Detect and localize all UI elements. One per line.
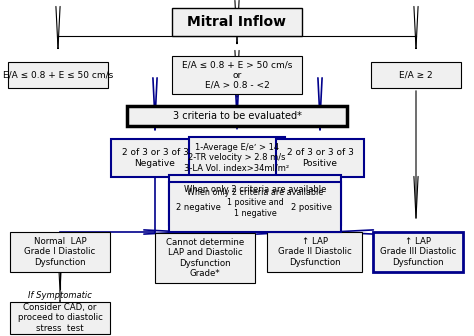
Text: When only 2 criteria are available: When only 2 criteria are available (187, 188, 323, 197)
FancyBboxPatch shape (169, 175, 341, 225)
Text: 2 positive: 2 positive (292, 204, 332, 212)
Text: 1-Average E/eʼ > 14
2-TR velocity > 2.8 m/s
3-LA Vol. index>34ml/m²: 1-Average E/eʼ > 14 2-TR velocity > 2.8 … (184, 143, 290, 173)
Text: E/A ≤ 0.8 + E ≤ 50 cm/s: E/A ≤ 0.8 + E ≤ 50 cm/s (3, 71, 113, 80)
FancyBboxPatch shape (127, 106, 347, 126)
FancyBboxPatch shape (227, 196, 283, 220)
Text: 2 of 3 or 3 of 3
Positive: 2 of 3 or 3 of 3 Positive (287, 148, 354, 168)
FancyBboxPatch shape (169, 182, 341, 232)
FancyBboxPatch shape (155, 233, 255, 283)
Text: Consider CAD, or
proceed to diastolic
stress  test: Consider CAD, or proceed to diastolic st… (18, 303, 102, 333)
FancyBboxPatch shape (172, 8, 302, 36)
FancyBboxPatch shape (284, 196, 340, 220)
Text: Normal  LAP
Grade I Diastolic
Dysfunction: Normal LAP Grade I Diastolic Dysfunction (24, 237, 96, 267)
Text: E/A ≤ 0.8 + E > 50 cm/s
or
E/A > 0.8 - <2: E/A ≤ 0.8 + E > 50 cm/s or E/A > 0.8 - <… (182, 60, 292, 90)
FancyBboxPatch shape (10, 302, 110, 334)
Text: When only 2 criteria are available: When only 2 criteria are available (184, 185, 326, 195)
FancyBboxPatch shape (10, 232, 110, 272)
Text: Mitral Inflow: Mitral Inflow (188, 15, 286, 29)
FancyBboxPatch shape (170, 196, 226, 220)
FancyBboxPatch shape (276, 139, 364, 177)
FancyBboxPatch shape (267, 232, 363, 272)
Text: 2 negative: 2 negative (175, 204, 220, 212)
Text: ↑ LAP
Grade II Diastolic
Dysfunction: ↑ LAP Grade II Diastolic Dysfunction (278, 237, 352, 267)
FancyBboxPatch shape (111, 139, 199, 177)
FancyBboxPatch shape (189, 137, 285, 179)
Text: Cannot determine
LAP and Diastolic
Dysfunction
Grade*: Cannot determine LAP and Diastolic Dysfu… (166, 238, 244, 278)
Text: ↑ LAP
Grade III Diastolic
Dysfunction: ↑ LAP Grade III Diastolic Dysfunction (380, 237, 456, 267)
FancyBboxPatch shape (371, 62, 461, 88)
Text: 2 of 3 or 3 of 3
Negative: 2 of 3 or 3 of 3 Negative (121, 148, 189, 168)
FancyBboxPatch shape (373, 232, 463, 272)
Text: E/A ≥ 2: E/A ≥ 2 (399, 71, 433, 80)
Text: 3 criteria to be evaluated*: 3 criteria to be evaluated* (173, 111, 301, 121)
FancyBboxPatch shape (172, 56, 302, 94)
Text: If Symptomatic: If Symptomatic (28, 291, 92, 299)
FancyBboxPatch shape (8, 62, 108, 88)
Text: 1 positive and
1 negative: 1 positive and 1 negative (227, 198, 283, 218)
